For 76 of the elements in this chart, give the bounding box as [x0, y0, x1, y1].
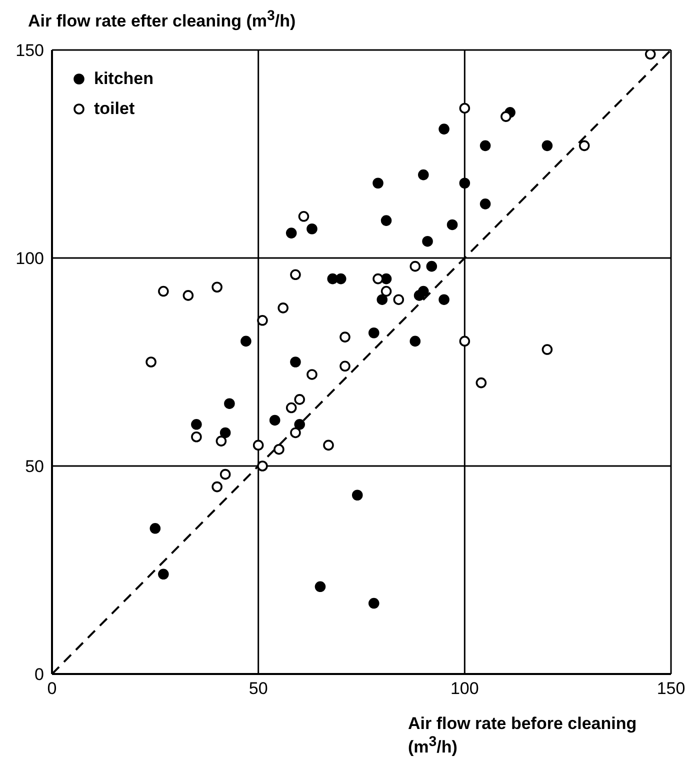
point [220, 427, 231, 438]
point [578, 140, 590, 152]
y-tick-label: 150 [16, 41, 44, 60]
x-tick-label: 50 [248, 679, 268, 698]
point [306, 369, 318, 380]
point [335, 273, 346, 284]
point [286, 228, 297, 238]
point [418, 169, 429, 180]
x-tick-label: 0 [47, 679, 57, 698]
x-axis-title: Air flow rate before cleaning (m$^{3}$/h) [408, 714, 638, 758]
point [340, 360, 350, 372]
point [286, 402, 297, 414]
point [418, 286, 429, 297]
point [191, 419, 202, 430]
point [438, 294, 450, 305]
point [182, 290, 194, 301]
point [269, 414, 280, 426]
point [372, 273, 384, 284]
point [252, 440, 264, 451]
point [542, 140, 553, 152]
y-axis-title: Air flow rate efter cleaning (m$^{3}$/h) [28, 8, 297, 33]
point [290, 356, 301, 368]
point [446, 219, 458, 230]
point [368, 327, 380, 338]
point [298, 211, 310, 222]
point [410, 336, 421, 347]
point [158, 286, 169, 297]
point [410, 260, 421, 272]
point [191, 431, 202, 442]
point [380, 286, 392, 297]
point [476, 377, 487, 388]
point [306, 223, 318, 234]
point [422, 236, 433, 247]
point [274, 444, 284, 455]
point [216, 436, 227, 446]
legend-label: toilet [94, 99, 135, 119]
point [257, 460, 268, 472]
y-tick-label: 100 [16, 249, 44, 268]
point [290, 427, 301, 438]
point [644, 50, 656, 60]
point [380, 215, 392, 226]
point [150, 523, 161, 534]
point [158, 568, 169, 580]
point [393, 294, 404, 305]
point [459, 178, 470, 189]
point [542, 344, 553, 355]
point [459, 102, 470, 114]
point [294, 419, 305, 430]
point [368, 598, 380, 609]
point [426, 260, 438, 272]
point [220, 468, 231, 480]
y-tick-label: 50 [25, 457, 44, 476]
point [480, 140, 491, 152]
point [294, 394, 305, 405]
point [146, 356, 156, 368]
point [438, 124, 450, 134]
point [257, 315, 268, 326]
point [240, 336, 252, 347]
point [212, 282, 222, 293]
point [459, 336, 470, 347]
point [500, 111, 512, 122]
point [314, 581, 326, 592]
x-tick-label: 100 [450, 679, 479, 698]
point [376, 294, 388, 305]
point [212, 481, 222, 492]
x-tick-label: 150 [656, 679, 686, 698]
point [278, 302, 288, 314]
point [372, 178, 384, 189]
point [290, 269, 301, 280]
legend-label: kitchen [94, 69, 154, 89]
point [224, 398, 235, 409]
point [323, 440, 334, 451]
point [480, 198, 491, 210]
point [352, 490, 363, 501]
point [340, 332, 350, 342]
y-tick-label: 0 [34, 665, 44, 684]
